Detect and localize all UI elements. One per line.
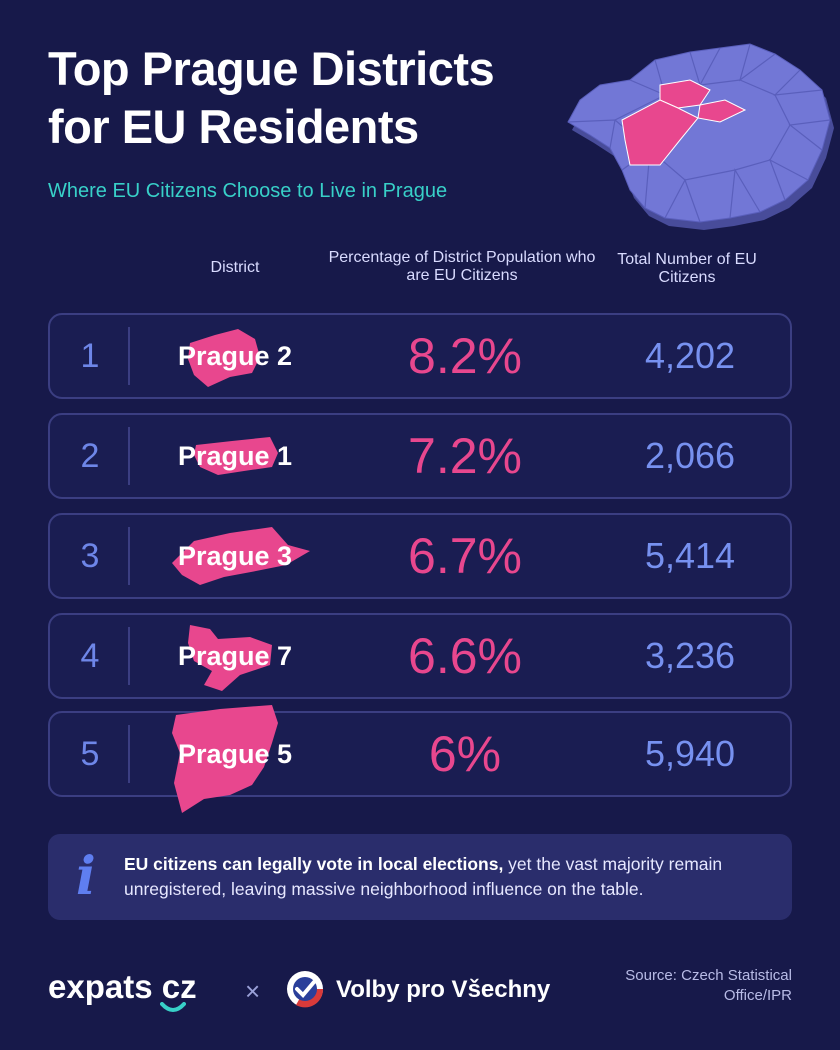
volby-logo-text: Volby pro Všechny [336, 976, 551, 1003]
percentage-value: 8.2% [408, 328, 522, 384]
total-value: 4,202 [644, 335, 736, 376]
divider [128, 725, 130, 783]
separator: × [245, 976, 261, 1006]
percentage-value: 6% [428, 726, 502, 782]
rank: 2 [80, 436, 100, 475]
ballot-check-icon [287, 971, 324, 1008]
district-name: Prague 3 [177, 540, 293, 571]
source-note: Source: Czech Statistical Office/IPR [625, 967, 792, 1004]
page-subtitle: Where EU Citizens Choose to Live in Prag… [48, 180, 448, 202]
info-icon: i [76, 846, 96, 907]
page-title: Top Prague Districts for EU Residents [48, 40, 588, 156]
district-shape [172, 527, 310, 585]
total-value: 2,066 [644, 435, 736, 476]
district-name: Prague 2 [177, 340, 293, 371]
total-value: 3,236 [644, 635, 736, 676]
info-text: EU citizens can legally vote in local el… [124, 852, 784, 902]
column-header-total: Total Number of EU Citizens [617, 251, 757, 286]
percentage-value: 6.6% [408, 628, 522, 684]
district-shape [188, 625, 272, 691]
total-value: 5,940 [644, 733, 736, 774]
total-value: 5,414 [644, 535, 736, 576]
smile-icon [160, 1002, 186, 1012]
table-row: 4 Prague 7 6.6% 3,236 [48, 613, 792, 699]
table-row: 5 Prague 5 6% 5,940 [48, 705, 792, 813]
district-shape [172, 705, 278, 813]
district-name: Prague 7 [177, 640, 293, 671]
percentage-value: 7.2% [408, 428, 522, 484]
district-shape [194, 437, 278, 475]
info-text-rest: yet the vast majority remain unregistere… [124, 854, 723, 899]
title-line-2: for EU Residents [48, 100, 419, 153]
rank: 5 [80, 734, 100, 773]
info-text-bold: EU citizens can legally vote in local el… [124, 854, 504, 874]
table-row: 1 Prague 2 8.2% 4,202 [48, 313, 792, 399]
percentage-value: 6.7% [408, 528, 522, 584]
divider [128, 327, 130, 385]
expats-logo-text: expats cz [48, 968, 197, 1005]
info-box: i EU citizens can legally vote in local … [48, 834, 792, 920]
table-row: 3 Prague 3 6.7% 5,414 [48, 513, 792, 599]
title-line-1: Top Prague Districts [48, 42, 495, 95]
column-header-district: District [210, 259, 260, 276]
expats-logo: expats cz [48, 968, 197, 1012]
divider [128, 427, 130, 485]
prague-map [567, 43, 834, 230]
table-row: 2 Prague 1 7.2% 2,066 [48, 413, 792, 499]
divider [128, 527, 130, 585]
district-name: Prague 1 [177, 440, 293, 471]
district-shape [188, 329, 260, 387]
rank: 4 [80, 636, 100, 675]
column-header-percentage: Percentage of District Population who ar… [328, 249, 596, 284]
rank: 1 [80, 336, 100, 375]
footer: expats cz × Volby pro Všechny Source: Cz… [48, 960, 792, 1020]
district-name: Prague 5 [177, 738, 293, 769]
rank: 3 [80, 536, 100, 575]
divider [128, 627, 130, 685]
